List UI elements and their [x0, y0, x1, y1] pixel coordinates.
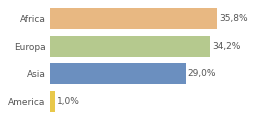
Text: 35,8%: 35,8% — [219, 14, 248, 23]
Text: 1,0%: 1,0% — [57, 97, 80, 106]
Bar — [50, 8, 218, 29]
Bar — [50, 91, 55, 112]
Text: 29,0%: 29,0% — [188, 69, 216, 78]
Text: 34,2%: 34,2% — [212, 42, 240, 51]
Bar — [50, 63, 186, 84]
Bar — [50, 36, 210, 57]
